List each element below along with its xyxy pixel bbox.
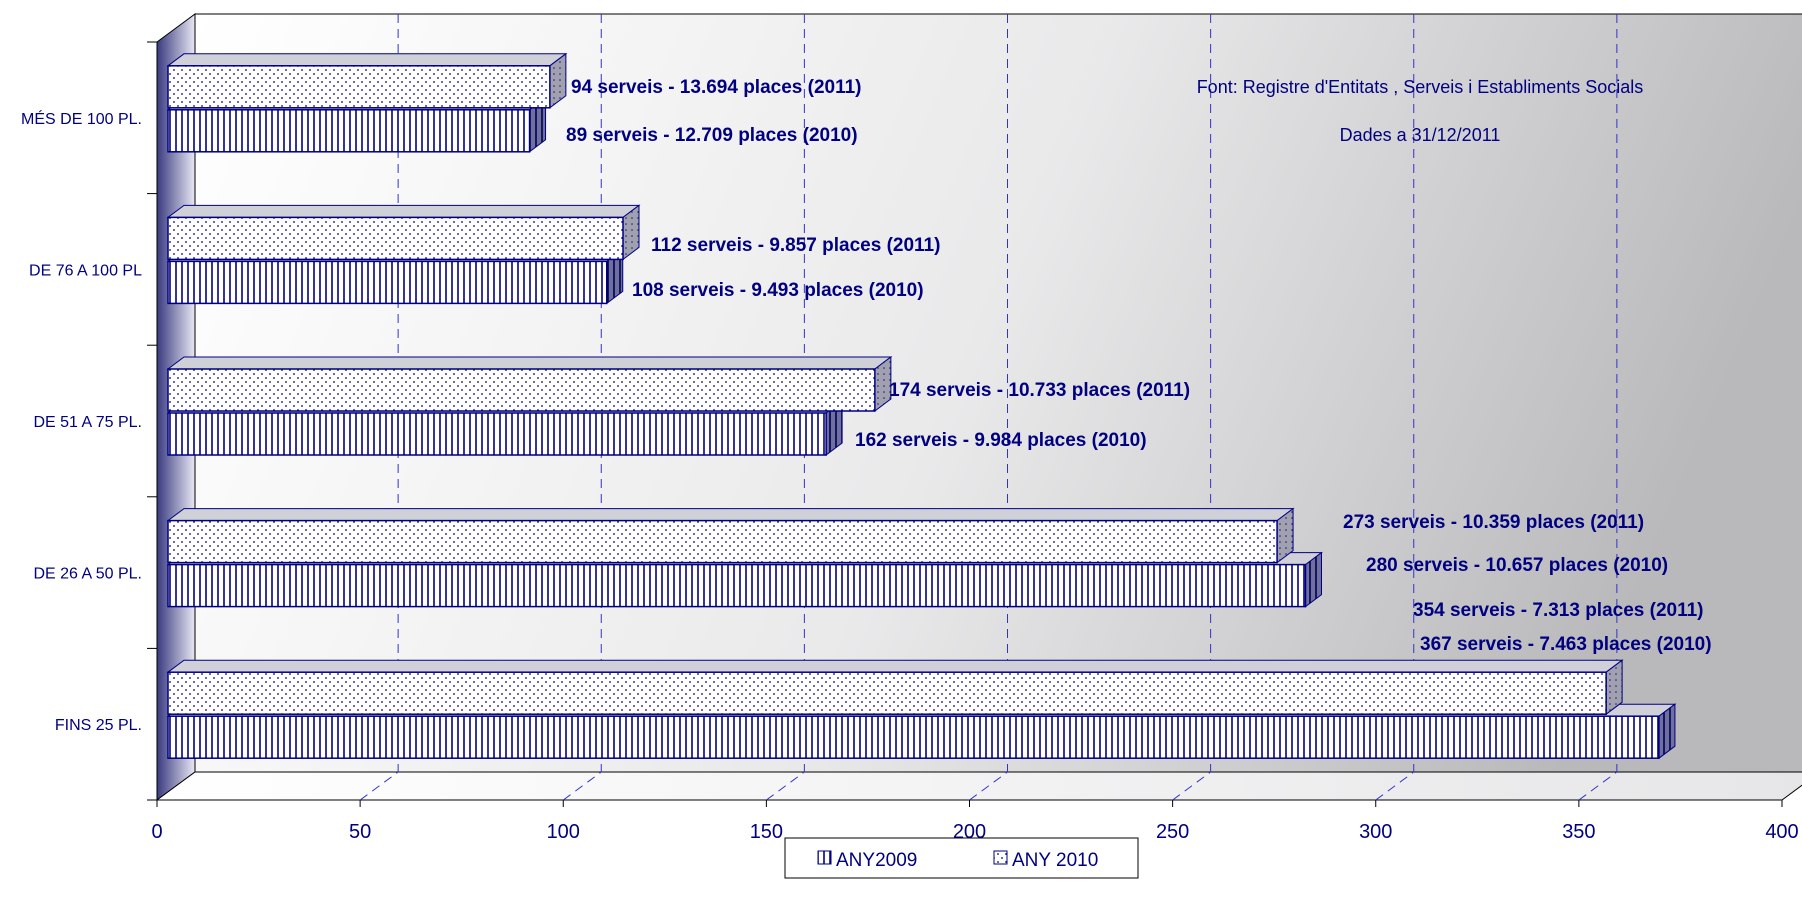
x-tick-label: 250 bbox=[1156, 821, 1189, 843]
x-tick-label: 150 bbox=[750, 821, 783, 843]
bar-front-face bbox=[167, 412, 827, 456]
gridlines bbox=[147, 14, 1783, 807]
data-label-2010: 280 serveis - 10.657 places (2010) bbox=[1366, 555, 1668, 576]
category-label: DE 51 A 75 PL. bbox=[33, 414, 142, 431]
bar-front-face bbox=[167, 563, 1307, 608]
legend-swatch-any2010 bbox=[993, 850, 1008, 865]
data-label-2010: 89 serveis - 12.709 places (2010) bbox=[566, 125, 858, 146]
category-label: DE 26 A 50 PL. bbox=[33, 566, 142, 583]
x-tick-label: 100 bbox=[547, 821, 580, 843]
category-label: DE 76 A 100 PL bbox=[29, 262, 142, 279]
bar-top-face bbox=[166, 53, 568, 67]
data-label-2010: 367 serveis - 7.463 places (2010) bbox=[1420, 634, 1712, 655]
bar-front-face bbox=[167, 671, 1607, 715]
bar-front-face bbox=[167, 368, 876, 412]
x-tick-label: 400 bbox=[1765, 821, 1798, 843]
gridline bbox=[766, 771, 805, 801]
source-note: Font: Registre d'Entitats , Serveis i Es… bbox=[1197, 77, 1644, 97]
category-label: FINS 25 PL. bbox=[55, 717, 142, 734]
data-label-2011: 112 serveis - 9.857 places (2011) bbox=[651, 235, 940, 256]
data-label-2011: 273 serveis - 10.359 places (2011) bbox=[1343, 512, 1644, 533]
x-tick-label: 0 bbox=[151, 821, 162, 843]
data-label-2011: 174 serveis - 10.733 places (2011) bbox=[889, 380, 1190, 401]
bar-any2010 bbox=[166, 507, 1295, 564]
data-label-2011: 94 serveis - 13.694 places (2011) bbox=[571, 77, 862, 98]
gridline bbox=[1578, 771, 1618, 801]
bar-front-face bbox=[167, 109, 531, 153]
bar-front-face bbox=[167, 216, 624, 261]
bar-front-face bbox=[167, 715, 1660, 759]
data-label-2010: 162 serveis - 9.984 places (2010) bbox=[855, 430, 1147, 451]
legend-swatch-any2009 bbox=[817, 850, 832, 865]
bar-top-face bbox=[166, 508, 1295, 522]
x-tick-label: 300 bbox=[1359, 821, 1392, 843]
bar-front-face bbox=[167, 519, 1278, 564]
gridline bbox=[562, 771, 602, 801]
x-tick-label: 50 bbox=[349, 821, 371, 843]
gridline bbox=[1172, 771, 1211, 801]
bar-front-face bbox=[167, 260, 608, 305]
gridline bbox=[969, 771, 1008, 801]
legend-label-any2009: ANY2009 bbox=[836, 850, 917, 871]
bar-top-face bbox=[166, 204, 641, 218]
floor bbox=[155, 771, 1802, 801]
bar-any2010 bbox=[166, 356, 893, 412]
gridline bbox=[1375, 771, 1415, 801]
bars bbox=[166, 52, 1677, 760]
legend-box bbox=[784, 837, 1139, 879]
bar-front-face bbox=[167, 65, 551, 109]
category-label: MÉS DE 100 PL. bbox=[21, 109, 142, 128]
data-label-2011: 354 serveis - 7.313 places (2011) bbox=[1413, 600, 1704, 621]
bar-any2010 bbox=[166, 52, 568, 109]
bar-any2010 bbox=[166, 204, 641, 261]
legend: ANY2009 ANY 2010 bbox=[784, 837, 1139, 879]
bar-top-face bbox=[166, 356, 893, 370]
date-note: Dades a 31/12/2011 bbox=[1340, 125, 1501, 145]
gridline bbox=[359, 771, 399, 801]
x-tick-label: 350 bbox=[1562, 821, 1595, 843]
bar-any2010 bbox=[166, 659, 1624, 716]
data-label-2010: 108 serveis - 9.493 places (2010) bbox=[632, 280, 924, 301]
bar-top-face bbox=[166, 659, 1624, 673]
legend-label-any2010: ANY 2010 bbox=[1012, 850, 1098, 871]
